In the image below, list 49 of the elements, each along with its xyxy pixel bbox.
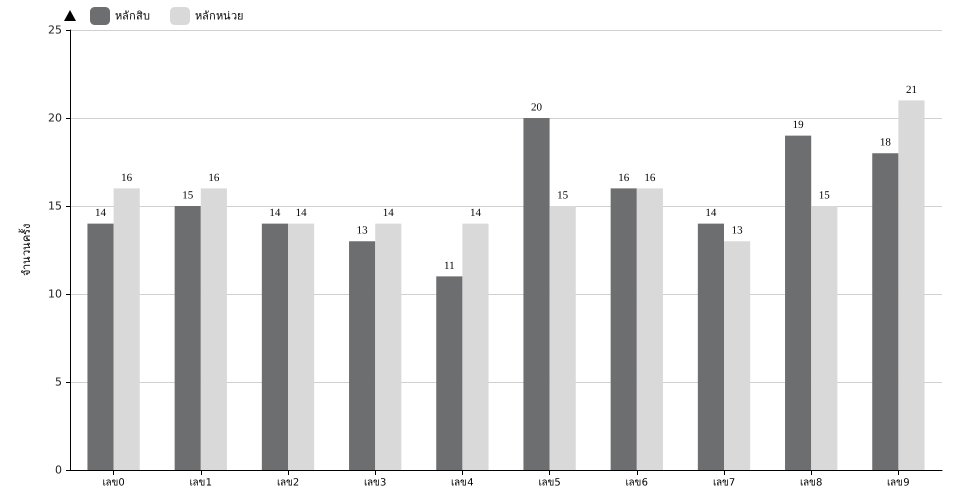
data-label: 14 [705,207,717,220]
data-label: 21 [906,84,917,96]
x-tick-label: เลข6 [626,478,648,488]
data-label: 16 [121,172,133,184]
data-label: 11 [444,260,455,272]
data-label: 14 [296,207,308,220]
y-tick-label: 25 [48,24,62,36]
x-tick-label: เลข9 [887,478,910,488]
bar [785,136,812,470]
data-label: 13 [356,224,368,237]
y-tick-label: 15 [48,200,62,212]
x-tick-label: เลข5 [538,478,561,488]
data-label: 16 [208,172,220,184]
x-tick-label: เลข3 [364,478,386,488]
bar [698,224,724,470]
bar [349,241,376,470]
y-tick-label: 20 [48,112,62,124]
bar [610,188,637,470]
bar [87,224,114,470]
x-tick-label: เลข4 [451,478,474,488]
data-label: 14 [95,207,107,220]
x-tick-label: เลข8 [800,478,822,488]
data-label: 14 [382,207,394,220]
data-label: 19 [792,119,804,132]
bar [174,206,201,470]
y-tick-label: 5 [55,376,62,388]
x-tick-label: เลข2 [276,478,300,488]
data-label: 20 [531,102,543,114]
data-label: 14 [269,207,281,220]
y-axis-title: จำนวนครั้ง [18,224,33,276]
bar [262,224,288,470]
data-label: 16 [644,172,656,184]
y-tick-label: 0 [55,464,62,476]
data-label: 15 [182,190,194,202]
bar [436,276,462,470]
bar [523,118,550,470]
legend-label: หลักสิบ [115,10,150,22]
x-tick-label: เลข0 [102,478,125,488]
data-label: 16 [618,172,630,184]
data-label: 15 [818,190,830,202]
data-label: 13 [732,224,744,237]
x-tick-label: เลข7 [712,478,736,488]
legend-label: หลักหน่วย [195,10,243,22]
data-label: 14 [470,207,482,220]
data-label: 15 [557,190,569,202]
y-tick-label: 10 [48,288,62,300]
x-tick-label: เลข1 [190,478,212,488]
data-label: 18 [880,136,892,149]
bar [872,153,898,470]
